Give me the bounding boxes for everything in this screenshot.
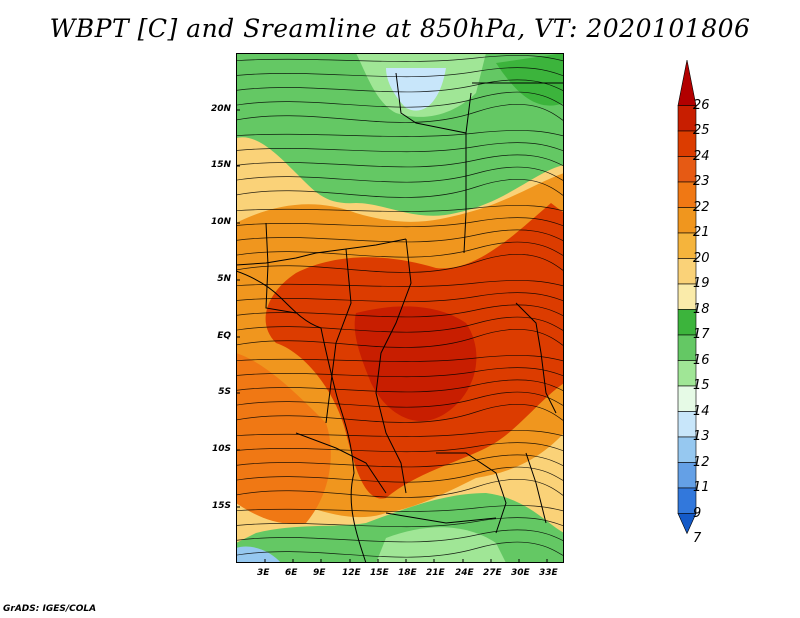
streamline <box>236 217 564 228</box>
credit-label: GrADS: IGES/COLA <box>3 604 97 614</box>
streamline <box>236 479 564 498</box>
lon-tick-label: 15E <box>370 568 389 578</box>
colorbar-label: 7 <box>693 531 702 546</box>
streamline <box>236 55 564 62</box>
streamline <box>236 67 564 78</box>
lon-tick-label: 12E <box>342 568 361 578</box>
lon-tick-label: 21E <box>426 568 445 578</box>
colorbar-label: 14 <box>693 403 710 419</box>
streamline <box>236 329 564 348</box>
streamline <box>236 166 564 183</box>
streamline <box>236 355 564 362</box>
colorbar <box>677 60 697 535</box>
colorbar-label: 24 <box>693 148 710 164</box>
streamline <box>236 442 564 453</box>
chart-title: WBPT [C] and Sreamline at 850hPa, VT: 20… <box>49 14 751 43</box>
streamline <box>236 316 564 333</box>
colorbar-label: 21 <box>693 225 710 240</box>
lat-tick-label: 10S <box>211 444 231 454</box>
lon-tick-label: 6E <box>285 568 298 578</box>
streamline <box>236 154 564 168</box>
colorbar-label: 13 <box>693 429 710 444</box>
lon-tick-label: 9E <box>313 568 326 578</box>
field-sw-orange <box>236 353 331 524</box>
streamline <box>236 454 564 468</box>
colorbar-label: 19 <box>693 276 710 291</box>
colorbar-label: 9 <box>693 505 702 521</box>
streamlines <box>236 55 564 558</box>
lon-tick-label: 18E <box>398 568 417 578</box>
streamline <box>236 142 564 153</box>
colorbar-label: 18 <box>693 301 710 317</box>
colorbar-label: 15 <box>693 378 710 393</box>
streamline <box>236 304 564 318</box>
streamline <box>236 404 564 423</box>
coastline <box>236 270 367 563</box>
lon-tick-label: 27E <box>483 568 502 578</box>
colorbar-label: 12 <box>693 454 710 470</box>
field-south-lightgreen <box>376 527 506 563</box>
streamline <box>236 91 564 108</box>
lat-tick-label: EQ <box>217 331 231 341</box>
streamline <box>236 517 564 528</box>
lon-tick-label: 33E <box>539 568 558 578</box>
lon-tick-label: 24E <box>455 568 474 578</box>
colorbar-label: 26 <box>693 97 710 113</box>
colorbar-label: 11 <box>693 480 710 495</box>
streamline <box>236 104 564 123</box>
streamline <box>236 254 564 273</box>
streamline <box>236 529 564 543</box>
streamline <box>236 505 564 512</box>
colorbar-label: 17 <box>693 327 710 342</box>
colorbar-label: 22 <box>693 199 710 215</box>
colorbar-label: 20 <box>693 250 710 266</box>
streamline <box>236 466 564 483</box>
colorbar-label: 16 <box>693 352 710 368</box>
streamline <box>236 541 564 558</box>
lat-tick-label: 20N <box>210 104 231 114</box>
streamline <box>236 367 564 378</box>
streamline <box>236 292 564 303</box>
streamline <box>236 229 564 243</box>
field-north-pale <box>386 68 446 111</box>
weather-map <box>236 53 564 563</box>
streamline <box>236 205 564 212</box>
streamline <box>236 391 564 408</box>
streamline <box>236 130 564 137</box>
colorbar-segment <box>677 513 697 535</box>
streamline <box>236 430 564 437</box>
lat-tick-label: 15N <box>210 160 231 170</box>
colorbar-label: 23 <box>693 174 710 189</box>
field-north-dark <box>496 53 564 106</box>
streamline <box>236 280 564 287</box>
streamline <box>236 241 564 258</box>
field-deepred <box>354 306 477 422</box>
lat-tick-label: 5N <box>217 274 231 284</box>
streamline <box>236 79 564 93</box>
lon-tick-label: 30E <box>511 568 530 578</box>
streamline <box>236 379 564 393</box>
lat-tick-label: 10N <box>210 217 231 227</box>
field-north-green <box>236 53 564 216</box>
country-borders <box>236 72 564 534</box>
colorbar-label: 25 <box>693 123 710 138</box>
field-south-blue <box>236 546 281 563</box>
streamline <box>236 179 564 198</box>
lat-tick-label: 5S <box>218 387 231 397</box>
lon-tick-label: 3E <box>257 568 270 578</box>
lat-tick-label: 15S <box>211 501 231 511</box>
